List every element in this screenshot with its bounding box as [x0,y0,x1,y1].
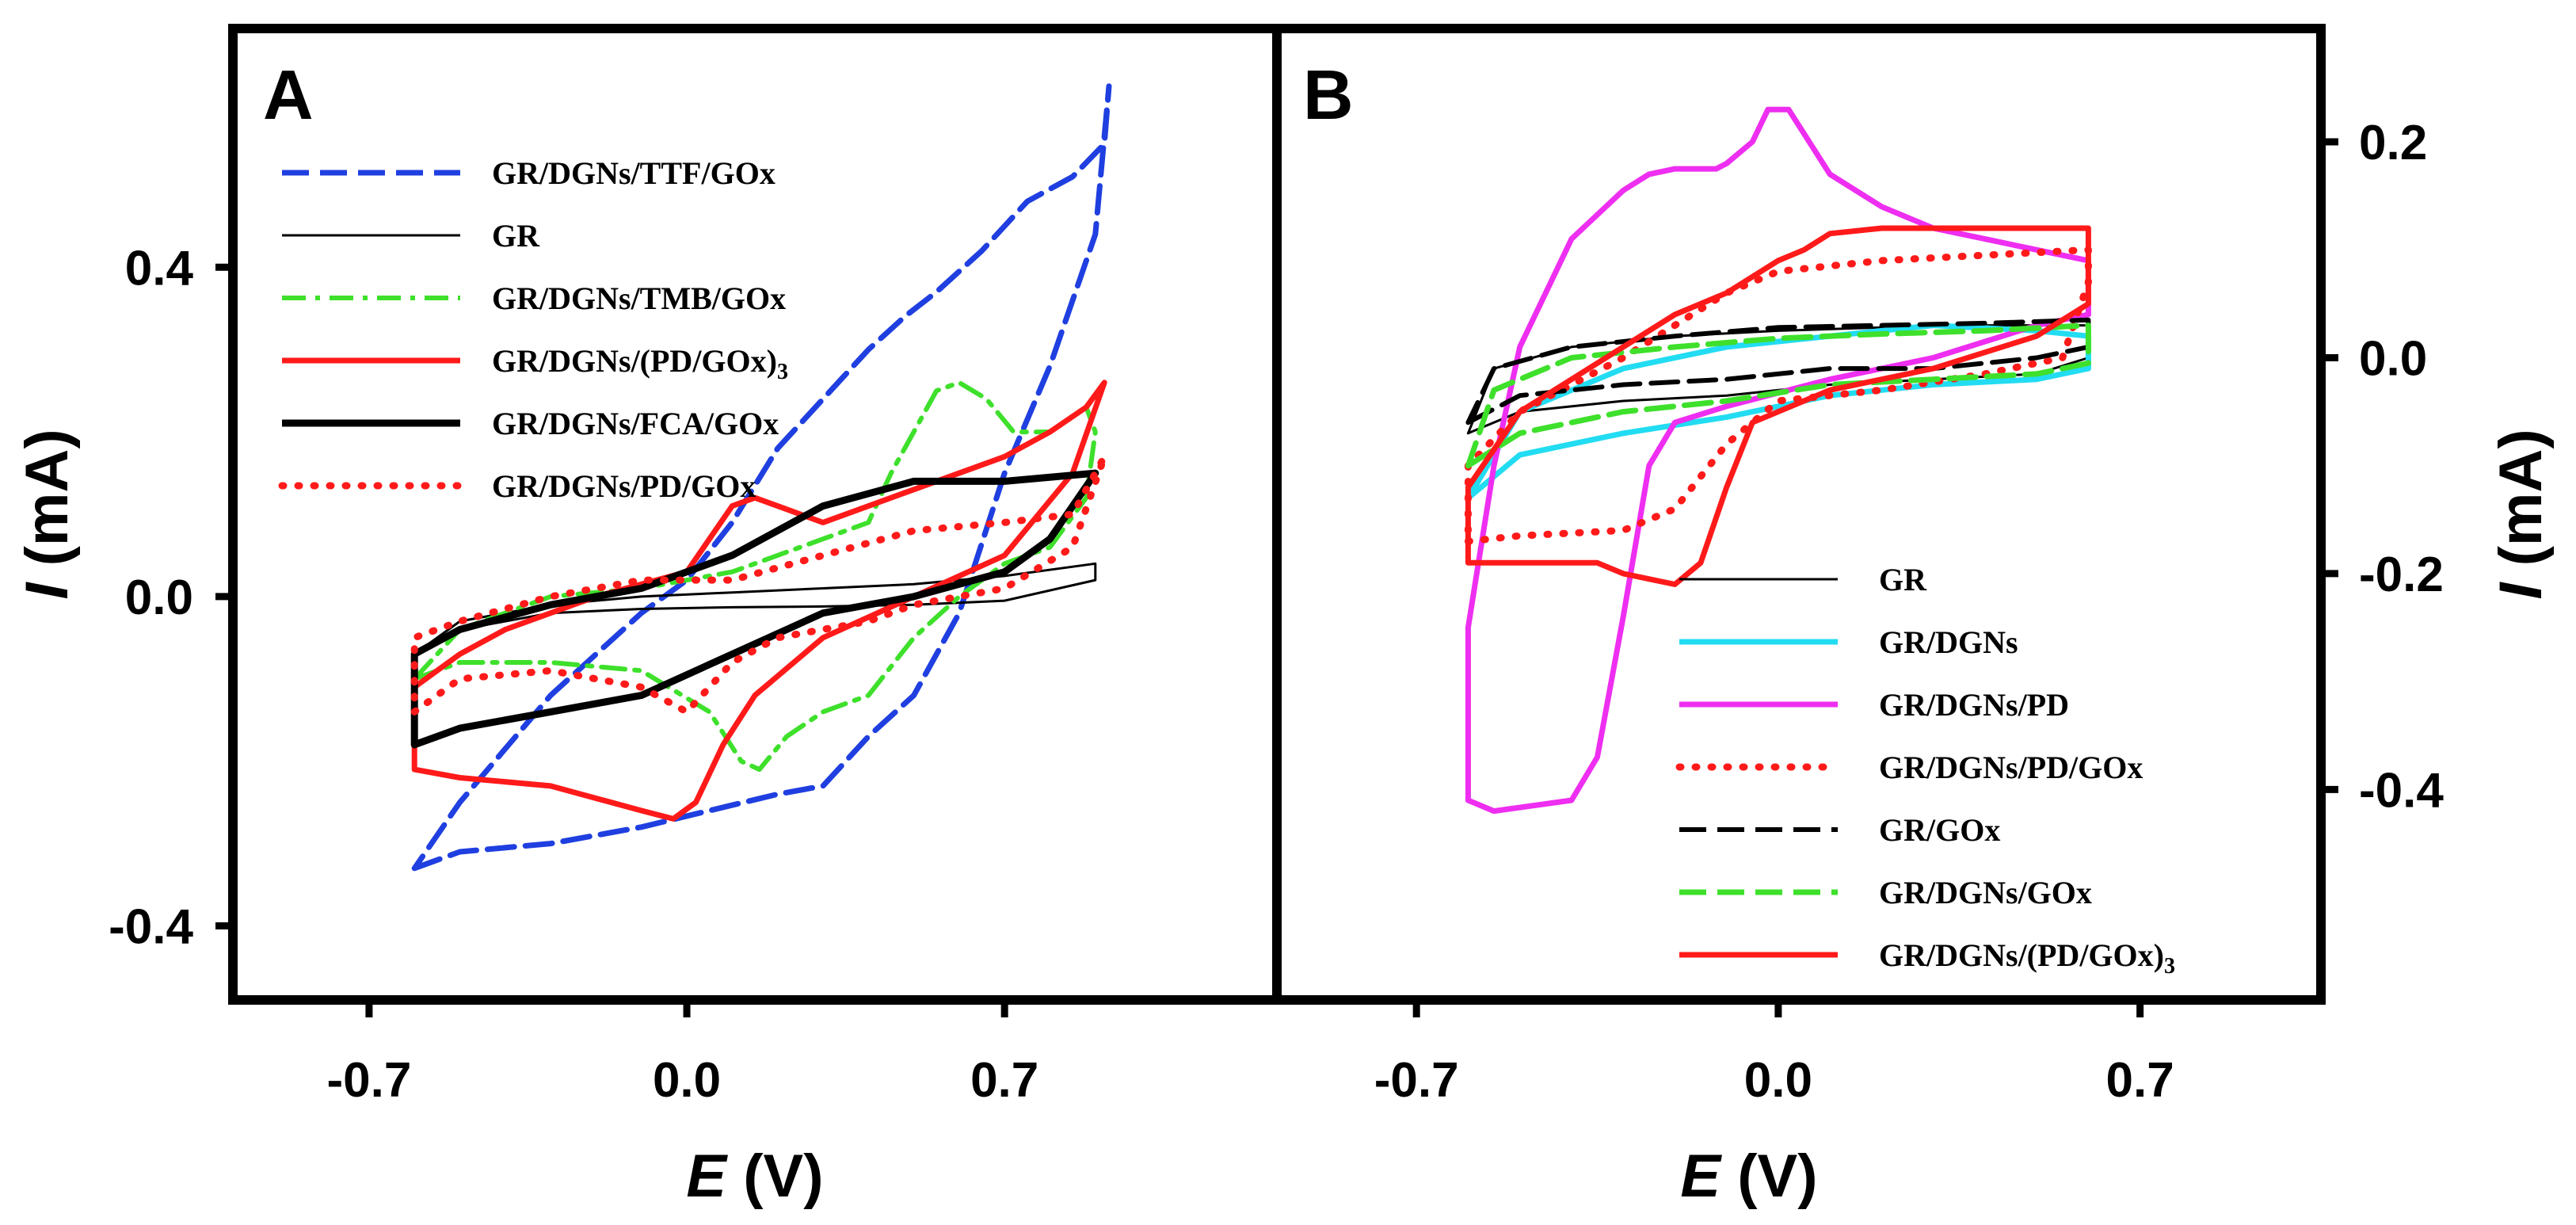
panel-a-letter: A [263,55,314,134]
panel-b-frame [1272,24,2326,1005]
panel-b-series-gr-dgns-pd-gox-3 [1465,225,2091,587]
panel-b-legend-label: GR/DGNs [1879,624,2018,660]
panel-a-y-tick-label: 0.4 [125,241,194,296]
panel-b-legend-label: GR/GOx [1879,812,2000,848]
panel-b-x-tick-label: 0.7 [2106,1053,2174,1108]
panel-b-series-group [1464,106,2092,815]
panel-b-series-gr-dgns-gox [1465,322,2091,469]
panel-a-y-label-var: I [13,582,81,600]
panel-b-x-label-unit: (V) [1721,1143,1817,1210]
panel-b-y-label-unit: (mA) [2487,429,2555,582]
panel-a-series-gr [413,562,1097,656]
panel-b-y-tick-label: -0.4 [2359,763,2444,818]
panel-b-legend-label: GR/DGNs/(PD/GOx)3 [1879,937,2175,979]
panel-a: -0.7 0.0 0.7 -0.4 0.0 0.4 A E (V) I (mA) GR/D… [13,24,1282,1210]
panel-b-axes: -0.7 0.0 0.7 -0.4 -0.2 0.0 0.2 [1374,116,2445,1108]
panel-a-y-label: I (mA) [13,429,81,599]
panel-b: -0.7 0.0 0.7-0.4-0.20.00.2 B E (V) I (mA) … [1272,24,2555,1210]
panel-a-y-tick-label: 0.0 [125,571,193,625]
panel-a-axes: -0.7 0.0 0.7 -0.4 0.0 0.4 [109,241,1038,1108]
panel-a-legend-label: GR/DGNs/PD/GOx [492,468,756,504]
panel-b-legend: GR GR/DGNs GR/DGNs/PD GR/DGNs/PD/GOx GR/GOx G… [1675,562,2175,979]
panel-b-legend-label: GR/DGNs/GOx [1879,875,2092,910]
panel-a-x-tick-label: 0.7 [970,1053,1038,1108]
panel-a-legend: GR/DGNs/TTF/GOx GR GR/DGNs/TMB/GOx GR/DGNs/… [278,155,788,504]
panel-a-legend-label: GR/DGNs/(PD/GOx)3 [492,343,788,384]
panel-b-legend-label: GR [1879,562,1927,597]
panel-b-x-label-var: E [1680,1143,1722,1210]
panel-a-legend-label: GR/DGNs/TTF/GOx [492,155,775,191]
panel-b-y-label-var: I [2487,582,2555,600]
panel-a-x-label: E (V) [686,1143,823,1210]
panel-a-legend-label: GR/DGNs/TMB/GOx [492,280,786,316]
panel-a-y-label-unit: (mA) [13,429,81,582]
panel-b-x-tick-label: 0.0 [1744,1053,1812,1108]
panel-b-y-tick-label: 0.2 [2359,116,2427,170]
panel-a-legend-label: GR/DGNs/FCA/GOx [492,406,779,441]
panel-b-legend-label: GR/DGNs/PD/GOx [1879,750,2143,785]
panel-b-plot-area [1464,106,2092,815]
panel-b-y-label: I (mA) [2487,429,2555,599]
panel-a-plot-area [410,83,1112,872]
panel-a-x-label-var: E [686,1143,728,1210]
panel-a-x-tick-label: 0.0 [653,1053,721,1108]
panel-b-letter: B [1303,55,1354,134]
panel-a-x-label-unit: (V) [726,1143,823,1210]
panel-a-y-tick-label: -0.4 [109,899,193,954]
panel-a-series-gr-dgns-tmb-gox [412,380,1098,773]
panel-b-y-tick-label: 0.0 [2359,331,2427,386]
panel-a-series-gr-dgns-ttf-gox [411,83,1112,872]
panel-b-y-tick-label: -0.2 [2359,548,2444,602]
panel-b-legend-label: GR/DGNs/PD [1879,687,2069,723]
panel-a-series-group [410,83,1112,872]
panel-a-x-tick-label: -0.7 [326,1053,411,1108]
panel-b-x-tick-label: -0.7 [1374,1053,1459,1108]
panel-b-series-gr-gox [1465,317,2091,426]
panel-b-x-label: E (V) [1680,1143,1817,1210]
panel-a-legend-label: GR [492,218,540,254]
